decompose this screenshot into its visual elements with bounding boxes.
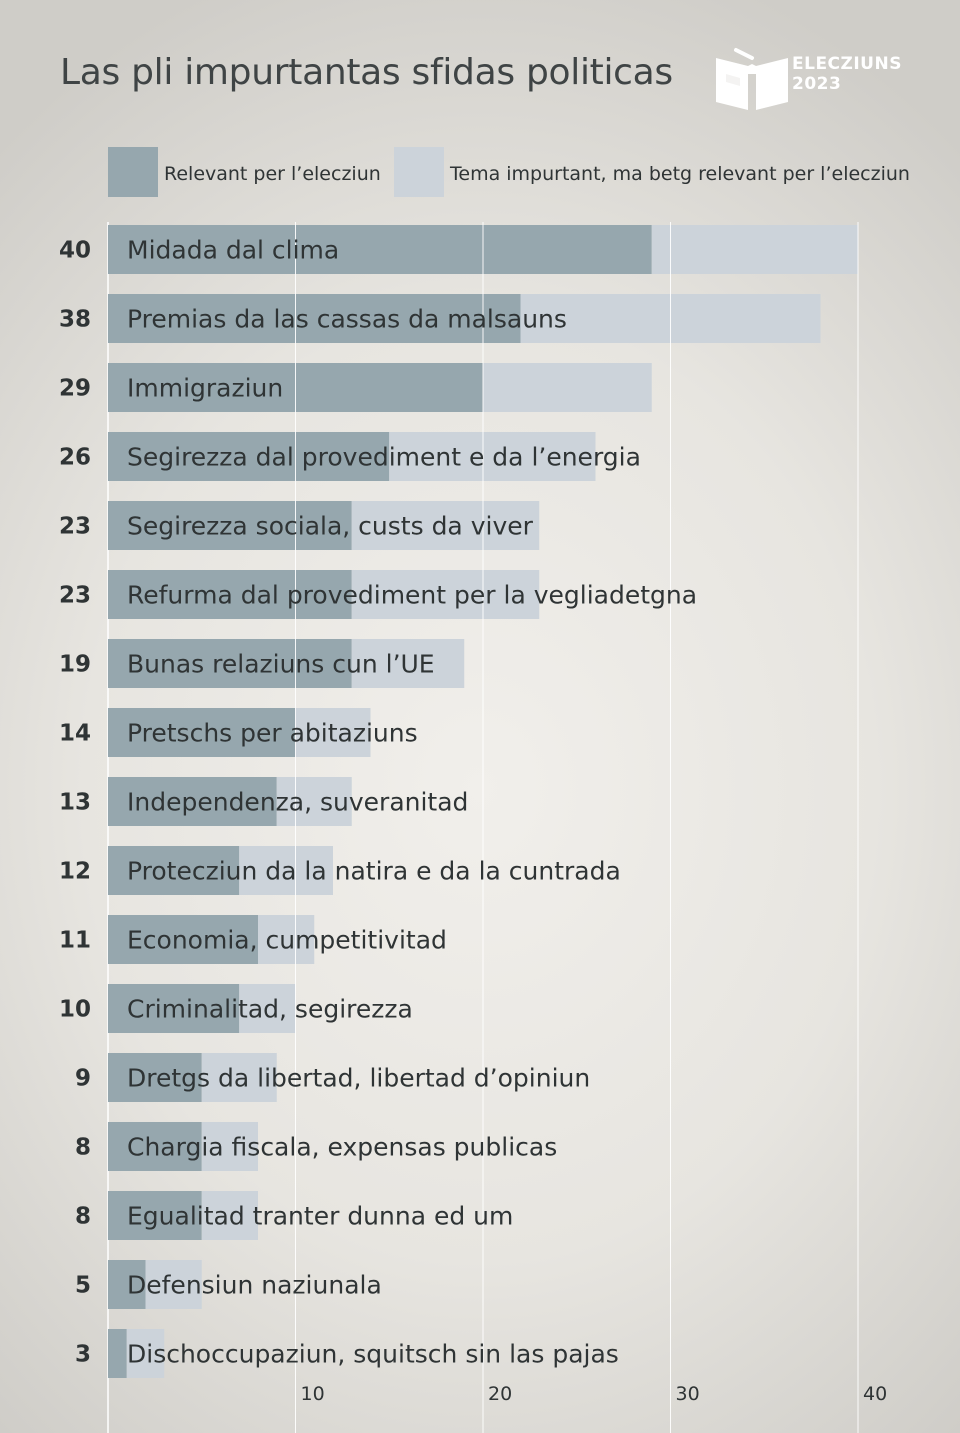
logo-line-2: 2023 [792,74,842,94]
bar-relevant [108,984,240,1033]
chart-title: Las pli impurtantas sfidas politicas [60,52,673,93]
bar-relevant [108,1191,202,1240]
bar-important [201,1191,258,1240]
bar-important [126,1329,165,1378]
category-label: Premias da las cassas da malsauns [127,305,567,334]
bar-important [239,846,333,895]
category-label: Bunas relaziuns cun l’UE [127,650,435,679]
total-value-label: 9 [75,1066,91,1092]
eleczuins-logo: ELECZIUNS 2023 [712,44,912,114]
bar-important [389,432,596,481]
bar-relevant [108,846,240,895]
x-tick-label: 10 [301,1383,325,1405]
category-label: Dischoccupaziun, squitsch sin las pajas [127,1340,619,1369]
chart-legend: Relevant per l’elecziun Tema impurtant, … [108,147,910,197]
bar-relevant [108,570,352,619]
total-value-label: 14 [59,721,91,747]
legend-swatch-relevant [108,147,158,197]
category-label: Dretgs da libertad, libertad d’opiniun [127,1064,590,1093]
total-value-label: 11 [59,928,91,954]
bar-important [295,708,371,757]
bar-important [201,1053,277,1102]
x-tick-label: 20 [488,1383,512,1405]
bar-important [351,501,540,550]
bar-important [145,1260,202,1309]
bar-relevant [108,1122,202,1171]
bar-important [351,639,465,688]
total-value-label: 26 [59,445,91,471]
legend-label-important: Tema impurtant, ma betg relevant per l’e… [450,163,910,185]
total-value-label: 3 [75,1342,91,1368]
total-value-label: 40 [59,238,91,264]
total-value-label: 10 [59,997,91,1023]
bar-relevant [108,1329,127,1378]
total-value-label: 38 [59,307,91,333]
legend-label-relevant: Relevant per l’elecziun [164,163,381,185]
ballot-book-icon [716,48,788,110]
bar-important [651,225,858,274]
category-label: Pretschs per abitaziuns [127,719,418,748]
total-value-label: 12 [59,859,91,885]
category-label: Refurma dal provediment per la vegliadet… [127,581,697,610]
total-value-label: 13 [59,790,91,816]
bar-important [258,915,315,964]
category-label: Chargia fiscala, expensas publicas [127,1133,557,1162]
bar-relevant [108,777,277,826]
category-label: Protecziun da la natira e da la cuntrada [127,857,621,886]
total-value-label: 8 [75,1135,91,1161]
total-value-label: 8 [75,1204,91,1230]
category-label: Criminalitad, segirezza [127,995,413,1024]
bar-important [351,570,540,619]
total-value-label: 5 [75,1273,91,1299]
category-label: Economia, cumpetitivitad [127,926,447,955]
bar-relevant [108,294,521,343]
category-label: Independenza, suveranitad [127,788,468,817]
bar-relevant [108,1053,202,1102]
bar-important [201,1122,258,1171]
total-value-label: 29 [59,376,91,402]
bar-important [276,777,352,826]
bar-relevant [108,1260,146,1309]
bar-relevant [108,225,652,274]
x-tick-label: 40 [863,1383,887,1405]
bar-important [239,984,296,1033]
category-label: Midada dal clima [127,236,339,265]
bar-relevant [108,639,352,688]
total-value-label: 23 [59,583,91,609]
total-value-label: 23 [59,514,91,540]
bar-relevant [108,915,258,964]
category-label: Segirezza sociala, custs da viver [127,512,534,541]
legend-swatch-important [394,147,444,197]
logo-line-1: ELECZIUNS [792,54,902,74]
bar-relevant [108,501,352,550]
bar-relevant [108,432,390,481]
total-value-label: 19 [59,652,91,678]
category-label: Segirezza dal provediment e da l’energia [127,443,641,472]
bar-important [483,363,652,412]
category-label: Immigraziun [127,374,283,403]
x-tick-label: 30 [676,1383,700,1405]
bar-relevant [108,708,296,757]
category-label: Egualitad tranter dunna ed um [127,1202,513,1231]
category-label: Defensiun naziunala [127,1271,382,1300]
